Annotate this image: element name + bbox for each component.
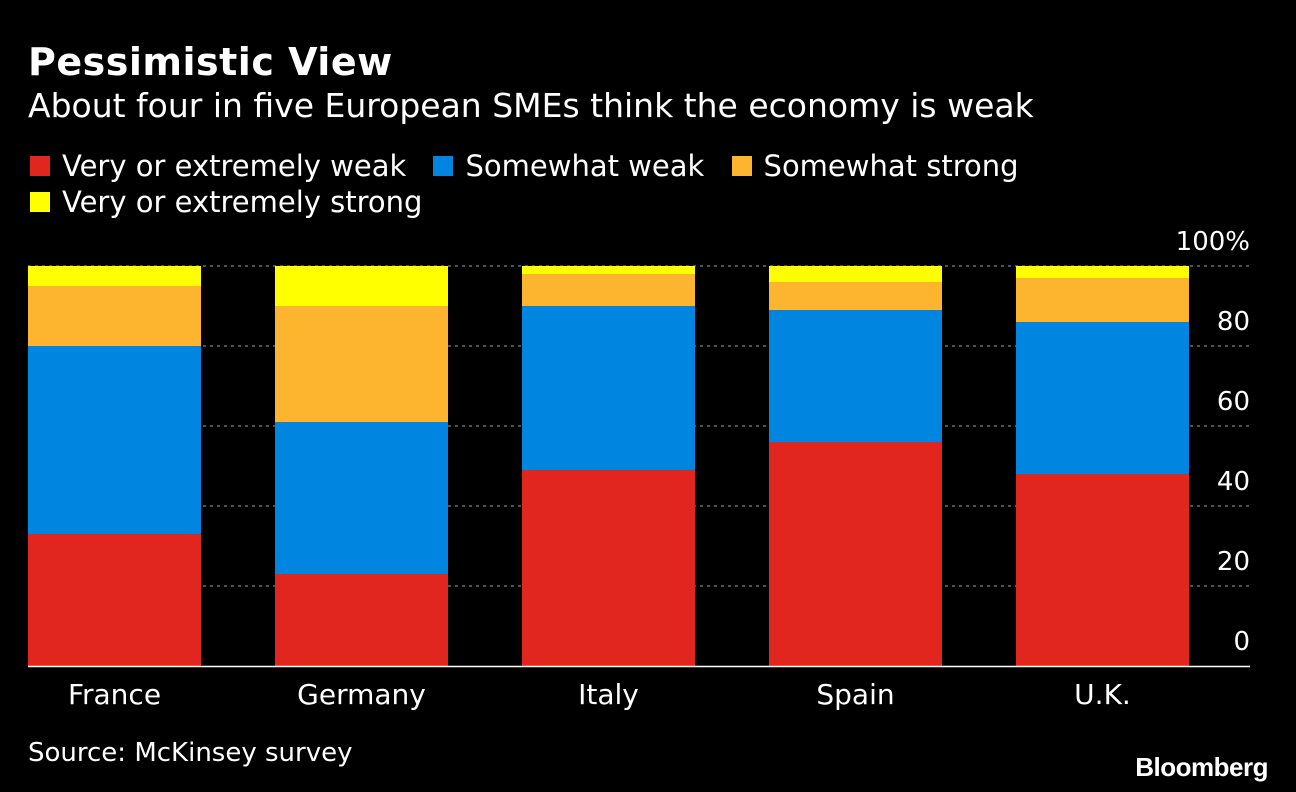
- legend-label-very-weak: Very or extremely weak: [62, 149, 407, 183]
- bar-segment-very-weak-spain: [769, 442, 942, 666]
- bar-segment-very-strong-spain: [769, 266, 942, 282]
- y-tick-label-40: 40: [1217, 467, 1250, 497]
- source-note: Source: McKinsey survey: [28, 738, 353, 768]
- bar-segment-somewhat-strong-spain: [769, 282, 942, 310]
- x-tick-label-italy: Italy: [578, 678, 639, 711]
- bar-segment-very-strong-france: [28, 266, 201, 286]
- legend-label-somewhat-weak: Somewhat weak: [465, 149, 705, 183]
- bar-segment-somewhat-weak-germany: [275, 422, 448, 574]
- bar-segment-somewhat-strong-france: [28, 286, 201, 346]
- x-tick-label-spain: Spain: [816, 678, 894, 711]
- legend-swatch-very-weak: [30, 156, 50, 176]
- y-tick-label-100: 100%: [1176, 227, 1250, 257]
- x-tick-label-uk: U.K.: [1074, 678, 1131, 711]
- chart-title: Pessimistic View: [28, 40, 393, 84]
- legend-swatch-somewhat-strong: [731, 156, 752, 176]
- y-tick-label-0: 0: [1233, 627, 1250, 657]
- y-tick-label-20: 20: [1217, 547, 1250, 577]
- bar-segment-very-strong-italy: [522, 266, 695, 274]
- bar-segment-somewhat-strong-germany: [275, 306, 448, 422]
- bar-segment-very-strong-uk: [1016, 266, 1189, 278]
- bar-segment-very-weak-germany: [275, 574, 448, 666]
- bar-segment-very-weak-italy: [522, 470, 695, 666]
- bar-segment-somewhat-weak-italy: [522, 306, 695, 470]
- legend-item-very-weak: Very or extremely weak: [30, 148, 406, 184]
- bar-segment-very-weak-uk: [1016, 474, 1189, 666]
- legend: Very or extremely weak Somewhat weak Som…: [30, 148, 1130, 220]
- bar-segment-somewhat-weak-france: [28, 346, 201, 534]
- bar-segment-somewhat-strong-italy: [522, 274, 695, 306]
- legend-swatch-very-strong: [30, 192, 50, 212]
- bar-segment-somewhat-weak-spain: [769, 310, 942, 442]
- bar-segment-somewhat-strong-uk: [1016, 278, 1189, 322]
- legend-label-very-strong: Very or extremely strong: [62, 185, 423, 219]
- legend-label-somewhat-strong: Somewhat strong: [763, 149, 1019, 183]
- y-tick-label-60: 60: [1217, 387, 1250, 417]
- legend-item-somewhat-weak: Somewhat weak: [433, 148, 704, 184]
- legend-item-somewhat-strong: Somewhat strong: [731, 148, 1019, 184]
- bar-segment-very-weak-france: [28, 534, 201, 666]
- brand-logo: Bloomberg: [1135, 752, 1268, 782]
- y-tick-label-80: 80: [1217, 307, 1250, 337]
- legend-item-very-strong: Very or extremely strong: [30, 184, 422, 220]
- legend-swatch-somewhat-weak: [433, 156, 454, 176]
- bar-segment-somewhat-weak-uk: [1016, 322, 1189, 474]
- bar-segment-very-strong-germany: [275, 266, 448, 306]
- x-tick-label-france: France: [68, 678, 161, 711]
- x-tick-label-germany: Germany: [297, 678, 426, 711]
- chart-subtitle: About four in five European SMEs think t…: [28, 86, 1034, 125]
